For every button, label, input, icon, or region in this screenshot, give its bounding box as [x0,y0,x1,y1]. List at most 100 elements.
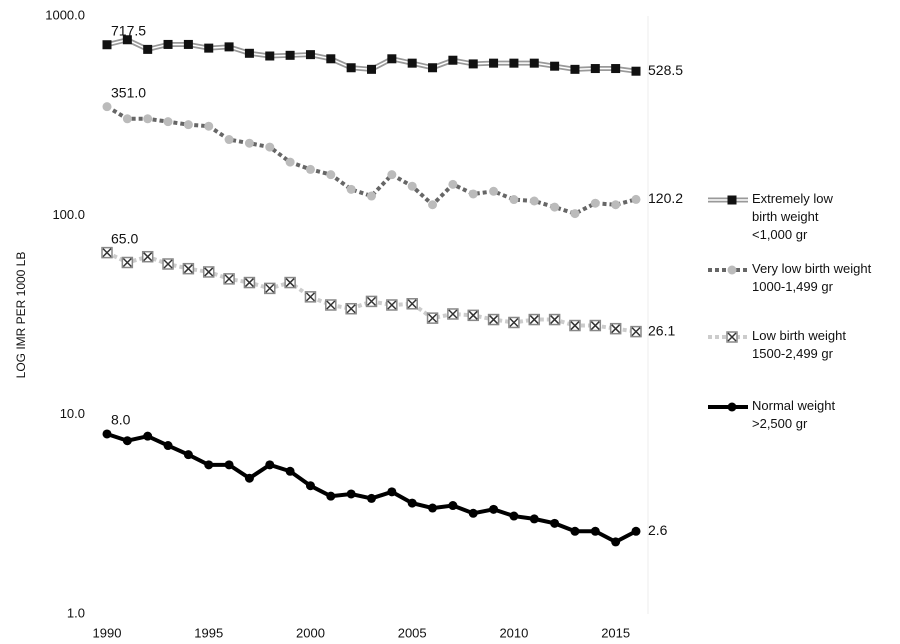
x-tick-label: 1990 [93,625,122,640]
marker [631,194,641,204]
value-label: 120.2 [648,190,683,206]
series-line [105,104,637,216]
x-tick-label: 2010 [499,625,528,640]
marker [727,265,737,275]
marker [609,322,622,335]
marker [447,308,459,320]
x-tick-label: 1995 [194,625,223,640]
marker [428,200,438,210]
marker [122,114,132,124]
marker [508,316,520,329]
marker-cross [489,315,499,325]
marker-cross [204,267,214,277]
marker [590,526,600,536]
y-tick-label: 1000.0 [45,7,85,22]
marker-cross [366,296,377,306]
marker-cross [244,278,254,288]
marker [244,138,254,148]
marker-cross [224,274,234,284]
y-tick-label: 100.0 [52,207,85,222]
marker [468,508,478,518]
marker [285,157,295,167]
marker [141,250,154,263]
marker [529,196,539,206]
marker [305,50,315,60]
marker [365,295,378,308]
marker [489,58,499,68]
legend-label: Very low birth weight 1000-1,499 gr [752,261,872,294]
marker [163,441,173,451]
marker [122,436,132,446]
marker [611,200,621,210]
marker [387,170,397,180]
marker [202,266,215,278]
marker [223,273,235,285]
legend-label: Low birth weight 1500-2,499 gr [752,328,846,361]
marker [548,313,561,326]
marker [143,114,153,124]
marker [367,191,376,201]
marker [489,504,499,514]
x-tick-label: 2005 [398,625,427,640]
marker [346,184,356,194]
marker [265,142,275,152]
marker [304,291,317,303]
marker-cross [183,264,193,274]
marker-cross [265,283,275,293]
marker-cross [326,300,336,310]
marker [122,35,132,45]
marker [550,518,560,528]
marker [448,501,458,511]
marker [509,511,519,521]
marker-cross [570,321,580,331]
value-label: 8.0 [111,412,131,428]
marker-cross [102,248,112,258]
marker [244,473,254,483]
marker [284,276,296,289]
marker-cross [387,300,397,310]
marker [611,64,621,74]
legend-label: Normal weight >2,500 gr [752,398,836,431]
marker-cross [727,332,737,342]
marker [163,39,173,49]
marker [570,64,580,74]
marker [489,186,499,196]
marker [143,431,153,441]
marker [590,198,600,208]
value-label: 65.0 [111,230,138,246]
marker [407,181,417,191]
marker [426,312,439,324]
marker-cross [529,315,539,325]
marker [448,55,458,65]
x-tick-label: 2000 [296,625,325,640]
marker [224,135,234,145]
value-label: 351.0 [111,84,146,100]
marker-cross [611,324,621,334]
marker [244,48,254,58]
marker [448,179,458,189]
marker [487,313,500,326]
marker [285,466,295,476]
marker [162,258,174,270]
marker-cross [346,304,356,314]
marker [265,51,275,61]
legend-label: Extremely low birth weight <1,000 gr [752,191,833,242]
value-label: 26.1 [648,322,675,338]
marker [305,481,315,491]
marker [570,526,580,536]
marker-cross [407,299,417,309]
marker [727,195,737,205]
marker [428,63,438,73]
marker-cross [143,252,153,262]
marker [326,54,336,64]
value-label: 528.5 [648,62,683,78]
value-label: 717.5 [111,22,146,38]
marker [630,325,642,338]
marker [550,202,560,212]
marker [204,121,214,131]
marker [428,503,438,513]
marker [528,313,541,326]
marker [367,64,376,74]
